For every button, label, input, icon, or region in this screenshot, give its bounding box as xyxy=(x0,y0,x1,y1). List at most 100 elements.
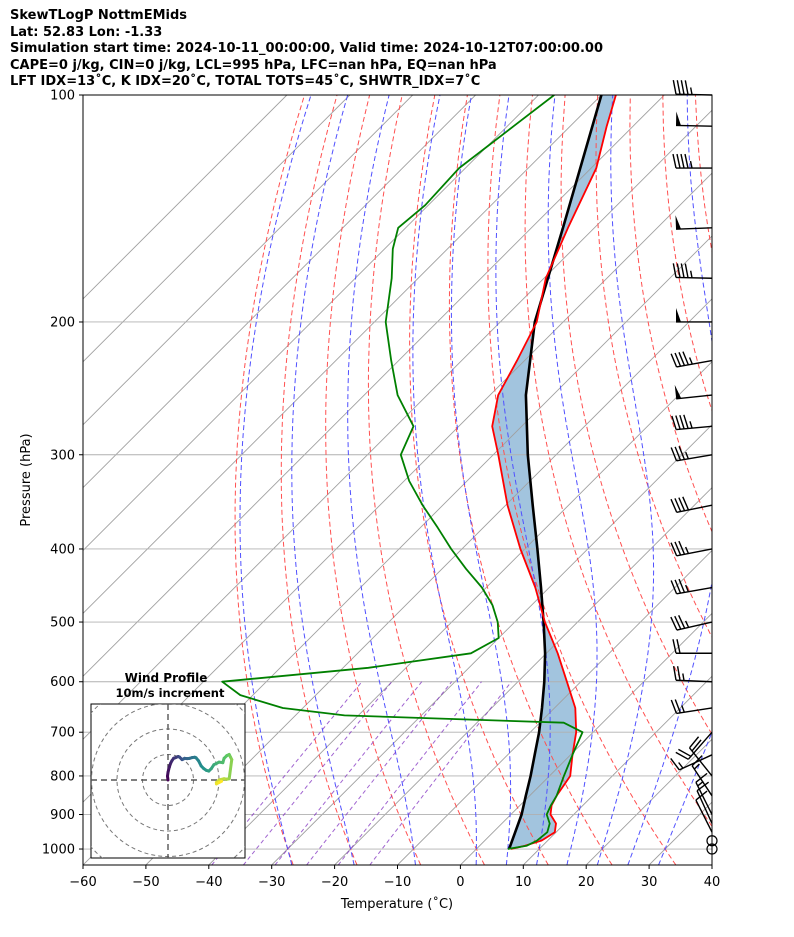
moist-adiabat xyxy=(547,95,598,865)
y-tick-label: 100 xyxy=(50,89,75,104)
wind-barb-full xyxy=(675,751,689,760)
wind-barb xyxy=(706,835,718,847)
wind-barb-flag xyxy=(674,384,682,399)
dry-adiabat xyxy=(280,95,358,865)
moist-adiabat xyxy=(596,95,655,865)
wind-barb-staff xyxy=(688,747,713,777)
x-tick-label: −20 xyxy=(321,875,348,890)
wind-barb-staff xyxy=(695,799,713,833)
wind-barb-full xyxy=(674,579,682,594)
x-tick-label: −30 xyxy=(258,875,285,890)
dry-adiabat xyxy=(325,95,422,865)
wind-barb-staff xyxy=(675,124,713,127)
wind-barb-full xyxy=(674,352,682,367)
wind-barb-full xyxy=(672,263,677,278)
mixing-ratio-line xyxy=(243,681,393,865)
wind-barb-full xyxy=(670,699,678,714)
moist-adiabat xyxy=(412,95,477,865)
wind-barb-full xyxy=(695,790,708,801)
moist-adiabat xyxy=(450,95,512,865)
x-tick-label: −60 xyxy=(69,875,96,890)
wind-barb-half xyxy=(681,705,685,713)
wind-barb xyxy=(695,790,713,833)
wind-barb xyxy=(675,731,713,760)
wind-barb-full xyxy=(678,615,686,629)
isotherm-line xyxy=(397,549,712,865)
isotherm-line xyxy=(334,486,712,865)
wind-barb-half xyxy=(689,421,693,429)
dry-adiabat xyxy=(367,95,485,865)
wind-barb-staff xyxy=(676,586,713,595)
wind-barb-full xyxy=(678,748,692,757)
wind-barb-full xyxy=(682,496,690,511)
wind-barb xyxy=(670,754,713,771)
wind-barbs xyxy=(670,79,718,855)
hodograph-plot xyxy=(91,704,245,858)
wind-barb-half xyxy=(682,673,685,681)
wind-barb-full xyxy=(688,736,700,749)
dry-adiabat xyxy=(560,95,712,736)
temperature-line xyxy=(491,95,617,850)
cape-shade-area xyxy=(492,95,616,849)
wind-barb xyxy=(670,445,713,462)
x-tick-label: 30 xyxy=(641,875,658,890)
wind-barb-full xyxy=(674,615,682,630)
dry-adiabat xyxy=(761,95,794,865)
dry-adiabat xyxy=(448,95,613,865)
wind-barb-full xyxy=(675,415,681,430)
wind-barb-full xyxy=(672,79,677,95)
wind-barb-full xyxy=(678,352,686,366)
dry-adiabat xyxy=(694,95,712,255)
mixing-ratio-line xyxy=(274,681,423,865)
wind-barb-half xyxy=(684,620,690,628)
isotherm-line xyxy=(208,361,712,865)
wind-barb-full xyxy=(684,153,689,169)
wind-barb-full xyxy=(674,541,682,556)
isotherm-line xyxy=(83,95,288,300)
moist-adiabat xyxy=(658,730,712,865)
chart-title-block: SkewTLogP NottmEMids Lat: 52.83 Lon: -1.… xyxy=(10,8,603,91)
wind-barb-full xyxy=(678,445,686,460)
wind-barb xyxy=(706,843,718,855)
wind-barb xyxy=(670,699,713,715)
x-tick-label: −50 xyxy=(132,875,159,890)
wind-barb-full xyxy=(670,447,678,462)
wind-barb-full xyxy=(672,666,677,681)
wind-barb-calm xyxy=(706,835,718,847)
wind-barb-full xyxy=(676,666,681,681)
wind-barb-full xyxy=(684,263,689,278)
wind-barb-full xyxy=(683,414,689,429)
wind-barb-full xyxy=(670,758,680,771)
wind-barb-full xyxy=(670,353,678,368)
wind-barb-staff xyxy=(695,782,713,815)
wind-barb xyxy=(676,307,712,323)
wind-barb-staff xyxy=(675,93,713,96)
wind-barb-full xyxy=(670,616,678,631)
wind-barb-staff xyxy=(676,504,713,513)
wind-barb-staff xyxy=(676,227,713,230)
isotherm-line xyxy=(522,675,712,865)
x-tick-label: 0 xyxy=(456,875,464,890)
wind-barb-full xyxy=(678,540,686,555)
wind-barb xyxy=(672,666,713,683)
wind-barb-staff xyxy=(676,621,713,631)
dry-adiabat xyxy=(728,95,794,865)
parcel-profile-line xyxy=(507,95,603,850)
wind-barb-staff xyxy=(676,679,713,683)
isotherm-line xyxy=(460,612,712,865)
wind-barb-full xyxy=(680,263,685,278)
wind-barb-half xyxy=(689,270,693,278)
wind-barb-staff xyxy=(676,454,713,462)
wind-barb-full xyxy=(672,153,677,169)
wind-barb xyxy=(670,351,713,368)
wind-barb-staff xyxy=(679,754,713,771)
wind-barb-full xyxy=(676,153,681,169)
wind-barb-flag xyxy=(676,111,682,126)
wind-barb-flag xyxy=(676,307,681,322)
wind-barb-half xyxy=(678,762,684,769)
cape-shade xyxy=(492,95,616,849)
x-tick-label: 40 xyxy=(704,875,721,890)
wind-barb xyxy=(675,215,713,230)
